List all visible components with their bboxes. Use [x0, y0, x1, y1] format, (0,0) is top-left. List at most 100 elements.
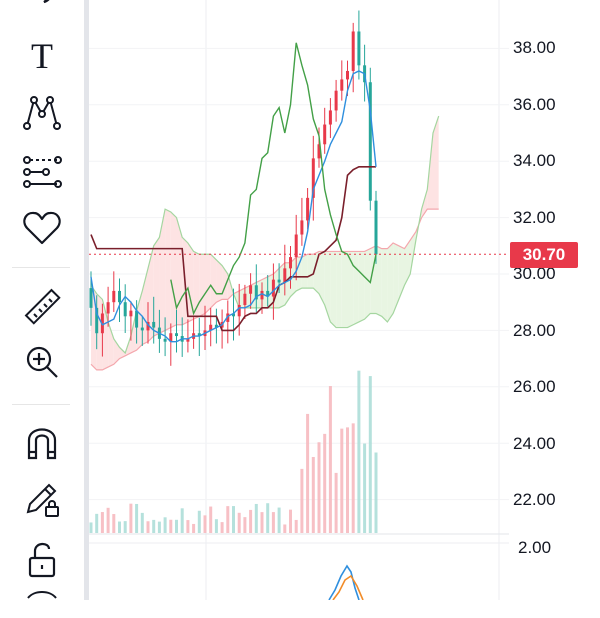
candle-body [209, 324, 213, 331]
volume-bar [237, 512, 241, 533]
volume-bar [192, 523, 196, 533]
ichimoku-cloud-segment [262, 276, 268, 308]
ichimoku-cloud-segment [376, 245, 382, 317]
ichimoku-cloud-segment [324, 251, 331, 322]
volume-bar [254, 503, 258, 533]
drawing-toolbar: T [0, 0, 84, 600]
candle-body [226, 313, 230, 322]
ichimoku-cloud-segment [153, 237, 160, 337]
measure-tool[interactable] [14, 285, 70, 333]
volume-bar [271, 512, 275, 533]
volume-bar [209, 506, 213, 533]
volume-bar [175, 519, 178, 533]
volume-bar [123, 521, 127, 533]
volume-bar [368, 376, 372, 533]
volume-bar [243, 517, 247, 533]
volume-bar [249, 509, 253, 533]
volume-bar [152, 519, 156, 533]
lagging-span [170, 42, 377, 316]
ichimoku-cloud-segment [433, 116, 439, 210]
candle-body [340, 79, 344, 91]
text-icon: T [31, 36, 53, 76]
candle-body [112, 290, 116, 303]
candle-body [271, 279, 275, 297]
candle-body [140, 327, 144, 331]
ichimoku-cloud-segment [307, 254, 314, 289]
favorite-tool[interactable] [14, 206, 70, 254]
ichimoku-cloud-segment [330, 251, 337, 328]
candle-body [351, 31, 355, 71]
ichimoku-cloud-segment [347, 251, 354, 328]
price-chart[interactable] [89, 0, 600, 601]
magnet-tool[interactable] [14, 420, 70, 468]
text-tool[interactable]: T [14, 32, 70, 80]
ichimoku-cloud-segment [353, 251, 359, 325]
candle-body [95, 307, 99, 334]
candle-body [232, 313, 235, 317]
ichimoku-cloud-segment [301, 254, 308, 289]
candle-body [146, 321, 150, 331]
volume-bar [203, 515, 207, 533]
volume-bar [169, 519, 173, 533]
ichimoku-cloud-segment [119, 347, 126, 359]
price-axis-tick: 24.00 [513, 434, 556, 453]
lock-drawings-tool[interactable] [14, 476, 70, 524]
candle-body [197, 333, 201, 337]
prediction-tool[interactable] [14, 148, 70, 196]
ichimoku-cloud-segment [393, 242, 399, 314]
candle-body [152, 321, 156, 328]
candle-body [89, 288, 93, 308]
oscillator-line-orange [332, 574, 364, 601]
pattern-tool[interactable] [14, 90, 70, 138]
volume-bar [163, 517, 167, 533]
chart-area[interactable] [89, 0, 600, 601]
ichimoku-cloud-segment [341, 251, 348, 328]
ichimoku-cloud-segment [165, 209, 171, 331]
volume-bar [311, 456, 315, 533]
ichimoku-cloud-segment [187, 242, 194, 322]
ichimoku-cloud-segment [148, 245, 154, 342]
price-axis-tick: 32.00 [513, 208, 556, 227]
pattern-icon [22, 92, 62, 137]
zoom-in-icon [22, 342, 62, 387]
candle-body [289, 257, 292, 269]
ichimoku-cloud-segment [205, 254, 211, 314]
candle-body [328, 110, 332, 125]
ichimoku-cloud-segment [159, 209, 166, 334]
candle-body [123, 302, 127, 317]
volume-bar [197, 510, 201, 533]
eye-icon [22, 573, 62, 618]
unlock-tool[interactable] [14, 538, 70, 586]
candle-body [368, 82, 372, 201]
price-axis-tick: 30.00 [513, 264, 556, 283]
zoom-tool[interactable] [14, 340, 70, 388]
toolbar-border [84, 0, 89, 600]
price-axis-tick: 22.00 [513, 490, 556, 509]
candle-body [118, 290, 121, 303]
volume-bar [323, 433, 327, 533]
volume-bar [351, 423, 355, 533]
candle-body [163, 338, 167, 342]
brush-tool[interactable] [14, 0, 70, 20]
volume-bar [294, 519, 298, 533]
candle-body [294, 234, 298, 258]
unlock-icon [22, 540, 62, 585]
volume-bar [95, 513, 99, 533]
candle-body [334, 90, 338, 111]
volume-bar [214, 519, 218, 533]
candle-body [283, 268, 287, 283]
eye-tool[interactable] [14, 590, 70, 600]
leading-span-a [90, 208, 439, 371]
candle-body [169, 333, 173, 342]
ichimoku-cloud-segment [199, 254, 205, 317]
volume-bar [363, 443, 367, 533]
current-price-badge: 30.70 [510, 242, 578, 268]
ichimoku-cloud-segment [398, 245, 405, 300]
candle-body [266, 290, 270, 297]
candle-body [306, 197, 310, 221]
volume-bar [334, 472, 338, 533]
candle-body [106, 302, 110, 314]
price-axis-tick: 28.00 [513, 321, 556, 340]
ichimoku-cloud-segment [336, 251, 342, 328]
volume-bar [283, 524, 287, 533]
